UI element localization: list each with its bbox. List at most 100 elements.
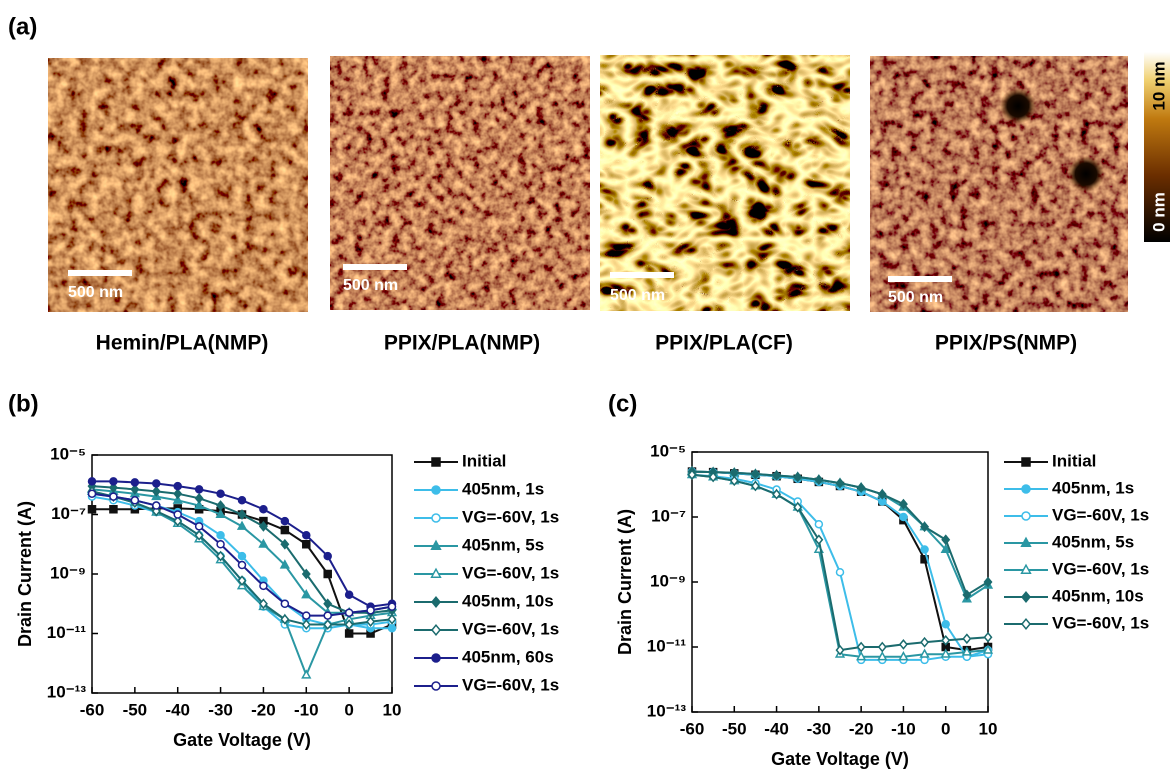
legend-label: 405nm, 10s [1052, 586, 1144, 605]
panel-label: (c) [608, 390, 637, 417]
marker [236, 520, 248, 530]
marker [323, 569, 332, 579]
afm-pit [1000, 88, 1036, 124]
marker [194, 485, 204, 494]
marker [130, 483, 140, 495]
marker [431, 681, 441, 691]
marker [109, 477, 118, 486]
legend-label: 405nm, 1s [1052, 478, 1134, 497]
marker [899, 512, 908, 522]
marker [750, 480, 760, 492]
legend-label: VG=-60V, 1s [462, 507, 559, 526]
x-tick-label: -30 [807, 719, 832, 738]
marker [982, 644, 994, 654]
marker [279, 559, 290, 569]
marker [941, 620, 950, 629]
marker [237, 551, 247, 561]
y-tick-label: 10⁻⁵ [650, 441, 686, 460]
marker [301, 589, 312, 599]
marker [280, 538, 290, 550]
marker [109, 505, 118, 514]
marker [835, 477, 845, 489]
marker [835, 567, 845, 577]
marker [194, 492, 204, 504]
legend-label: VG=-60V, 1s [462, 675, 559, 694]
marker [793, 471, 803, 483]
y-tick-label: 10⁻⁹ [650, 571, 686, 590]
marker [387, 602, 397, 611]
marker [1021, 484, 1031, 494]
marker [835, 644, 845, 656]
colorbar-max-label: 10 nm [1149, 61, 1168, 110]
marker [194, 529, 204, 541]
y-tick-label: 10⁻¹¹ [647, 636, 687, 655]
colorbar-min-label: 0 nm [1149, 192, 1168, 232]
legend-label: Initial [1052, 451, 1096, 470]
scale-bar-label: 500 nm [343, 277, 398, 294]
y-axis-title: Drain Current (A) [615, 509, 635, 655]
marker [258, 520, 268, 532]
afm-caption: PPIX/PLA(NMP) [384, 332, 540, 355]
marker [920, 545, 929, 554]
marker [280, 525, 290, 535]
marker [301, 669, 312, 679]
series-line [691, 470, 989, 658]
legend-label: VG=-60V, 1s [462, 619, 559, 638]
x-tick-label: 0 [941, 719, 950, 738]
marker [1020, 536, 1032, 547]
colorbar [1144, 52, 1170, 242]
marker [431, 457, 441, 467]
marker [216, 500, 226, 511]
marker [152, 479, 161, 488]
marker [898, 639, 908, 650]
marker [173, 481, 182, 491]
series-line [691, 470, 989, 601]
x-axis-title: Gate Voltage (V) [771, 749, 909, 769]
marker [750, 468, 760, 480]
plot-frame [691, 451, 989, 713]
legend-label: 405nm, 60s [462, 647, 554, 666]
x-axis-title: Gate Voltage (V) [173, 730, 311, 750]
marker [323, 551, 332, 561]
marker [323, 619, 333, 630]
marker [130, 478, 140, 487]
marker [323, 598, 333, 610]
marker [87, 505, 97, 514]
legend-label: VG=-60V, 1s [462, 563, 559, 582]
marker [962, 633, 972, 645]
scale-bar-label: 500 nm [68, 284, 123, 301]
marker [983, 631, 993, 643]
marker [877, 651, 888, 661]
marker [173, 510, 182, 519]
marker [109, 492, 118, 501]
marker [920, 636, 930, 648]
marker [687, 469, 697, 481]
marker [856, 482, 866, 494]
series-line [691, 473, 989, 658]
y-axis-title: Drain Current (A) [15, 501, 35, 647]
marker [194, 522, 204, 531]
panel-label: (b) [8, 390, 39, 417]
x-tick-label: -50 [123, 700, 148, 719]
legend-label: 405nm, 1s [462, 479, 544, 498]
marker [194, 499, 205, 510]
marker [280, 613, 290, 625]
marker [216, 489, 225, 498]
marker [259, 505, 268, 514]
marker [280, 516, 290, 526]
marker [237, 496, 247, 505]
marker [130, 496, 140, 505]
y-tick-label: 10⁻⁷ [51, 504, 86, 523]
marker [280, 599, 290, 608]
marker [1021, 511, 1031, 521]
y-tick-label: 10⁻⁹ [50, 563, 86, 582]
marker [237, 509, 247, 520]
marker [387, 613, 397, 625]
marker [344, 590, 354, 600]
marker [431, 653, 441, 663]
marker [1020, 563, 1032, 574]
x-tick-label: -20 [251, 700, 276, 719]
marker [920, 521, 930, 533]
marker [344, 629, 354, 638]
